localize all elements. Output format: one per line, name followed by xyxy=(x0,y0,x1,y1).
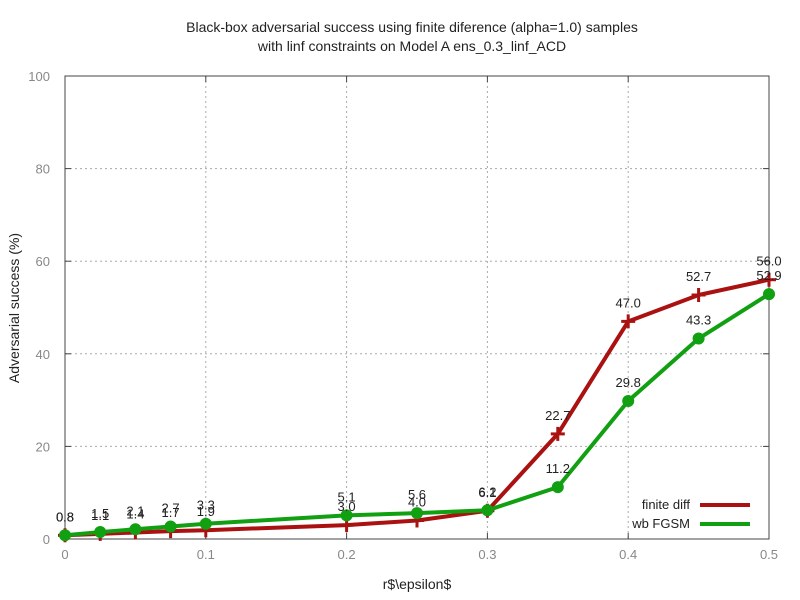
y-tick-label: 60 xyxy=(36,254,50,269)
data-label-finite-diff: 1.4 xyxy=(126,507,144,522)
legend-entry-finite-diff: finite diff xyxy=(642,497,750,512)
data-point-wb-fgsm xyxy=(411,507,423,520)
series-layer xyxy=(58,272,776,543)
data-label-wb-fgsm: 3.3 xyxy=(197,498,215,513)
y-tick-label: 100 xyxy=(28,69,50,84)
data-point-wb-fgsm xyxy=(622,395,635,408)
data-point-wb-fgsm xyxy=(59,529,71,542)
data-label-finite-diff: 1.1 xyxy=(91,508,109,523)
chart-title-line-2: with linf constraints on Model A ens_0.3… xyxy=(257,38,566,54)
data-label-wb-fgsm: 29.8 xyxy=(616,375,641,390)
data-label-finite-diff: 52.7 xyxy=(686,269,711,284)
grid xyxy=(65,76,769,539)
x-tick-label: 0.4 xyxy=(619,547,637,562)
data-label-finite-diff: 1.9 xyxy=(197,504,215,519)
data-point-wb-fgsm xyxy=(129,523,142,536)
legend-label-finite-diff: finite diff xyxy=(642,497,691,512)
x-tick-label: 0 xyxy=(61,547,68,562)
data-point-finite-diff xyxy=(621,314,636,329)
data-label-finite-diff: 56.0 xyxy=(756,254,781,269)
x-axis-label: r$\epsilon$ xyxy=(383,576,452,592)
data-point-wb-fgsm xyxy=(481,504,494,517)
data-label-wb-fgsm: 6.2 xyxy=(478,484,496,499)
data-label-wb-fgsm: 5.6 xyxy=(408,487,426,502)
x-tick-label: 0.3 xyxy=(478,547,496,562)
data-label-wb-fgsm: 43.3 xyxy=(686,313,711,328)
data-label-wb-fgsm: 0.8 xyxy=(56,509,74,524)
data-point-wb-fgsm xyxy=(164,520,177,533)
x-tick-label: 0.5 xyxy=(760,547,778,562)
x-tick-label: 0.2 xyxy=(338,547,356,562)
y-tick-label: 20 xyxy=(36,439,50,454)
data-label-finite-diff: 47.0 xyxy=(616,295,641,310)
data-label-wb-fgsm: 5.1 xyxy=(338,489,356,504)
data-label-wb-fgsm: 2.7 xyxy=(162,500,180,515)
chart-title-line-1: Black-box adversarial success using fini… xyxy=(186,19,638,35)
y-axis-label: Adversarial success (%) xyxy=(6,233,22,383)
data-label-finite-diff: 4.0 xyxy=(408,494,426,509)
data-label-wb-fgsm: 52.9 xyxy=(756,268,781,283)
data-label-finite-diff: 22.7 xyxy=(545,408,570,423)
plot-frame xyxy=(64,75,770,540)
legend-entry-wb-fgsm: wb FGSM xyxy=(631,516,750,531)
data-point-wb-fgsm xyxy=(199,517,212,530)
y-tick-label: 80 xyxy=(36,162,50,177)
data-point-wb-fgsm xyxy=(340,509,353,522)
data-label-wb-fgsm: 11.2 xyxy=(546,461,570,476)
legend: finite diff wb FGSM xyxy=(631,497,750,531)
data-label-finite-diff: 6.1 xyxy=(478,485,496,500)
x-tick-label: 0.1 xyxy=(197,547,215,562)
y-tick-label: 0 xyxy=(43,532,50,547)
data-label-finite-diff: 0.8 xyxy=(56,509,74,524)
legend-label-wb-fgsm: wb FGSM xyxy=(631,516,690,531)
data-point-wb-fgsm xyxy=(551,481,564,494)
data-point-finite-diff xyxy=(762,272,776,287)
data-label-wb-fgsm: 2.1 xyxy=(126,503,144,518)
data-label-finite-diff: 1.7 xyxy=(162,505,180,520)
data-point-wb-fgsm xyxy=(692,332,705,345)
data-point-wb-fgsm xyxy=(763,288,775,301)
data-labels: 0.8 1.1 1.4 1.7 1.9 3.0 4.0 6.1 22.7 47.0 52.7 56.0… xyxy=(56,254,782,525)
data-point-finite-diff xyxy=(550,426,565,441)
data-point-finite-diff xyxy=(691,287,706,302)
data-label-finite-diff: 3.0 xyxy=(338,499,356,514)
data-point-wb-fgsm xyxy=(94,526,107,539)
y-tick-label: 40 xyxy=(36,347,50,362)
data-label-wb-fgsm: 1.5 xyxy=(91,506,109,521)
axis-ticks: 0 0.1 0.2 0.3 0.4 0.5 0 20 40 60 80 100 xyxy=(28,69,778,562)
